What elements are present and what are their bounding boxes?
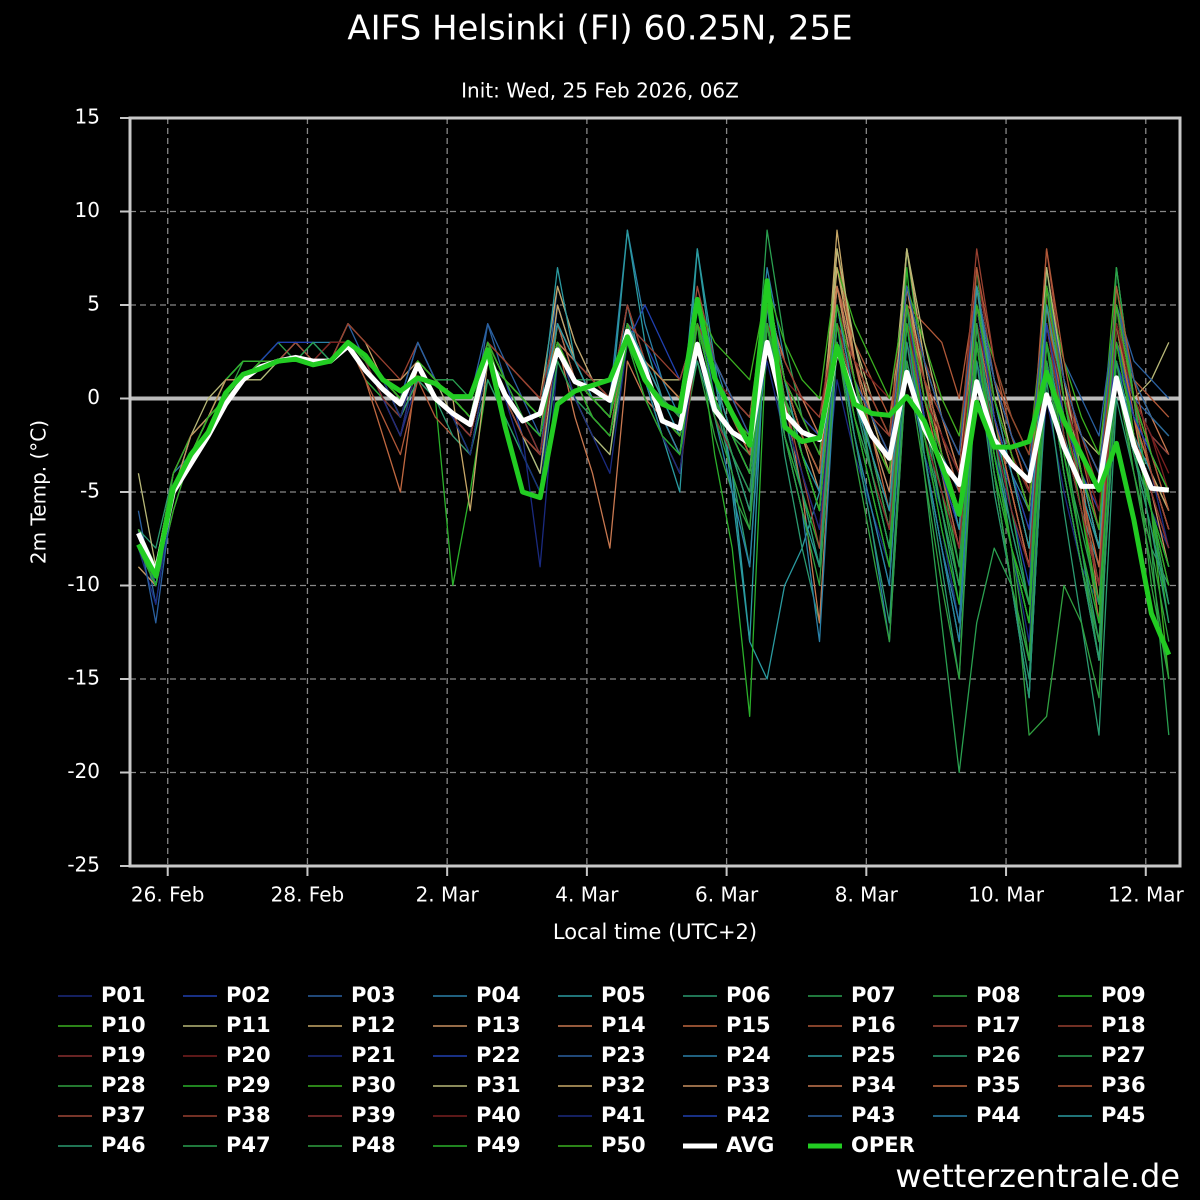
legend-label: P17 bbox=[976, 1013, 1021, 1037]
legend-label: P14 bbox=[601, 1013, 646, 1037]
legend-label: P08 bbox=[976, 983, 1021, 1007]
legend-label: P45 bbox=[1101, 1103, 1146, 1127]
legend-label: P28 bbox=[101, 1073, 146, 1097]
legend-label: P03 bbox=[351, 983, 396, 1007]
legend-label: P06 bbox=[726, 983, 771, 1007]
x-tick-label: 10. Mar bbox=[968, 883, 1045, 907]
legend-label: P33 bbox=[726, 1073, 771, 1097]
legend-label: AVG bbox=[726, 1133, 774, 1157]
y-tick-label: 15 bbox=[75, 105, 100, 129]
legend-label: P44 bbox=[976, 1103, 1021, 1127]
y-tick-label: -15 bbox=[67, 666, 100, 690]
legend: P01 P02 P03 P04 P05 P06 P07 P08 P09 P10 P11 P12 P13 P… bbox=[58, 983, 1146, 1157]
legend-label: P20 bbox=[226, 1043, 271, 1067]
series-line bbox=[136, 278, 1172, 656]
legend-label: P49 bbox=[476, 1133, 521, 1157]
x-tick-label: 4. Mar bbox=[555, 883, 619, 907]
legend-label: P18 bbox=[1101, 1013, 1146, 1037]
legend-label: P24 bbox=[726, 1043, 771, 1067]
y-tick-label: 0 bbox=[87, 385, 100, 409]
legend-label: P39 bbox=[351, 1103, 396, 1127]
x-tick-label: 26. Feb bbox=[131, 883, 205, 907]
legend-label: P12 bbox=[351, 1013, 396, 1037]
x-tick-label: 8. Mar bbox=[835, 883, 899, 907]
legend-label: P31 bbox=[476, 1073, 521, 1097]
legend-label: P41 bbox=[601, 1103, 646, 1127]
legend-label: P30 bbox=[351, 1073, 396, 1097]
legend-label: P32 bbox=[601, 1073, 646, 1097]
legend-label: P50 bbox=[601, 1133, 646, 1157]
y-tick-label: -20 bbox=[67, 759, 100, 783]
y-axis-label: 2m Temp. (°C) bbox=[27, 420, 51, 564]
legend-label: P42 bbox=[726, 1103, 771, 1127]
legend-label: P35 bbox=[976, 1073, 1021, 1097]
legend-label: P29 bbox=[226, 1073, 271, 1097]
legend-label: OPER bbox=[851, 1133, 915, 1157]
legend-label: P16 bbox=[851, 1013, 896, 1037]
legend-label: P36 bbox=[1101, 1073, 1146, 1097]
x-tick-label: 2. Mar bbox=[416, 883, 480, 907]
legend-label: P05 bbox=[601, 983, 646, 1007]
y-tick-label: 10 bbox=[75, 198, 100, 222]
legend-label: P09 bbox=[1101, 983, 1146, 1007]
legend-label: P15 bbox=[726, 1013, 771, 1037]
legend-label: P02 bbox=[226, 983, 271, 1007]
chart-title: AIFS Helsinki (FI) 60.25N, 25E bbox=[347, 9, 852, 49]
y-tick-label: -5 bbox=[80, 479, 100, 503]
legend-label: P21 bbox=[351, 1043, 396, 1067]
legend-label: P27 bbox=[1101, 1043, 1146, 1067]
x-tick-label: 6. Mar bbox=[695, 883, 759, 907]
legend-label: P10 bbox=[101, 1013, 146, 1037]
plot-lines bbox=[136, 229, 1172, 774]
legend-label: P22 bbox=[476, 1043, 521, 1067]
legend-label: P47 bbox=[226, 1133, 271, 1157]
legend-label: P25 bbox=[851, 1043, 896, 1067]
axes: 15 10 5 0 -5 -10 -15 -20 -25 26. Feb 28. Feb 2. Mar… bbox=[67, 105, 1184, 907]
x-tick-label: 12. Mar bbox=[1108, 883, 1185, 907]
legend-label: P07 bbox=[851, 983, 896, 1007]
legend-label: P46 bbox=[101, 1133, 146, 1157]
legend-label: P40 bbox=[476, 1103, 521, 1127]
legend-label: P11 bbox=[226, 1013, 271, 1037]
legend-label: P38 bbox=[226, 1103, 271, 1127]
legend-label: P01 bbox=[101, 983, 146, 1007]
x-axis-label: Local time (UTC+2) bbox=[553, 920, 757, 944]
legend-label: P34 bbox=[851, 1073, 896, 1097]
legend-label: P26 bbox=[976, 1043, 1021, 1067]
legend-label: P19 bbox=[101, 1043, 146, 1067]
watermark: wetterzentrale.de bbox=[895, 1157, 1180, 1195]
legend-label: P37 bbox=[101, 1103, 146, 1127]
legend-label: P13 bbox=[476, 1013, 521, 1037]
legend-label: P48 bbox=[351, 1133, 396, 1157]
legend-label: P23 bbox=[601, 1043, 646, 1067]
legend-label: P04 bbox=[476, 983, 521, 1007]
chart-subtitle: Init: Wed, 25 Feb 2026, 06Z bbox=[461, 79, 739, 103]
y-tick-label: -10 bbox=[67, 572, 100, 596]
y-tick-label: 5 bbox=[87, 292, 100, 316]
x-tick-label: 28. Feb bbox=[271, 883, 345, 907]
legend-label: P43 bbox=[851, 1103, 896, 1127]
y-tick-label: -25 bbox=[67, 853, 100, 877]
